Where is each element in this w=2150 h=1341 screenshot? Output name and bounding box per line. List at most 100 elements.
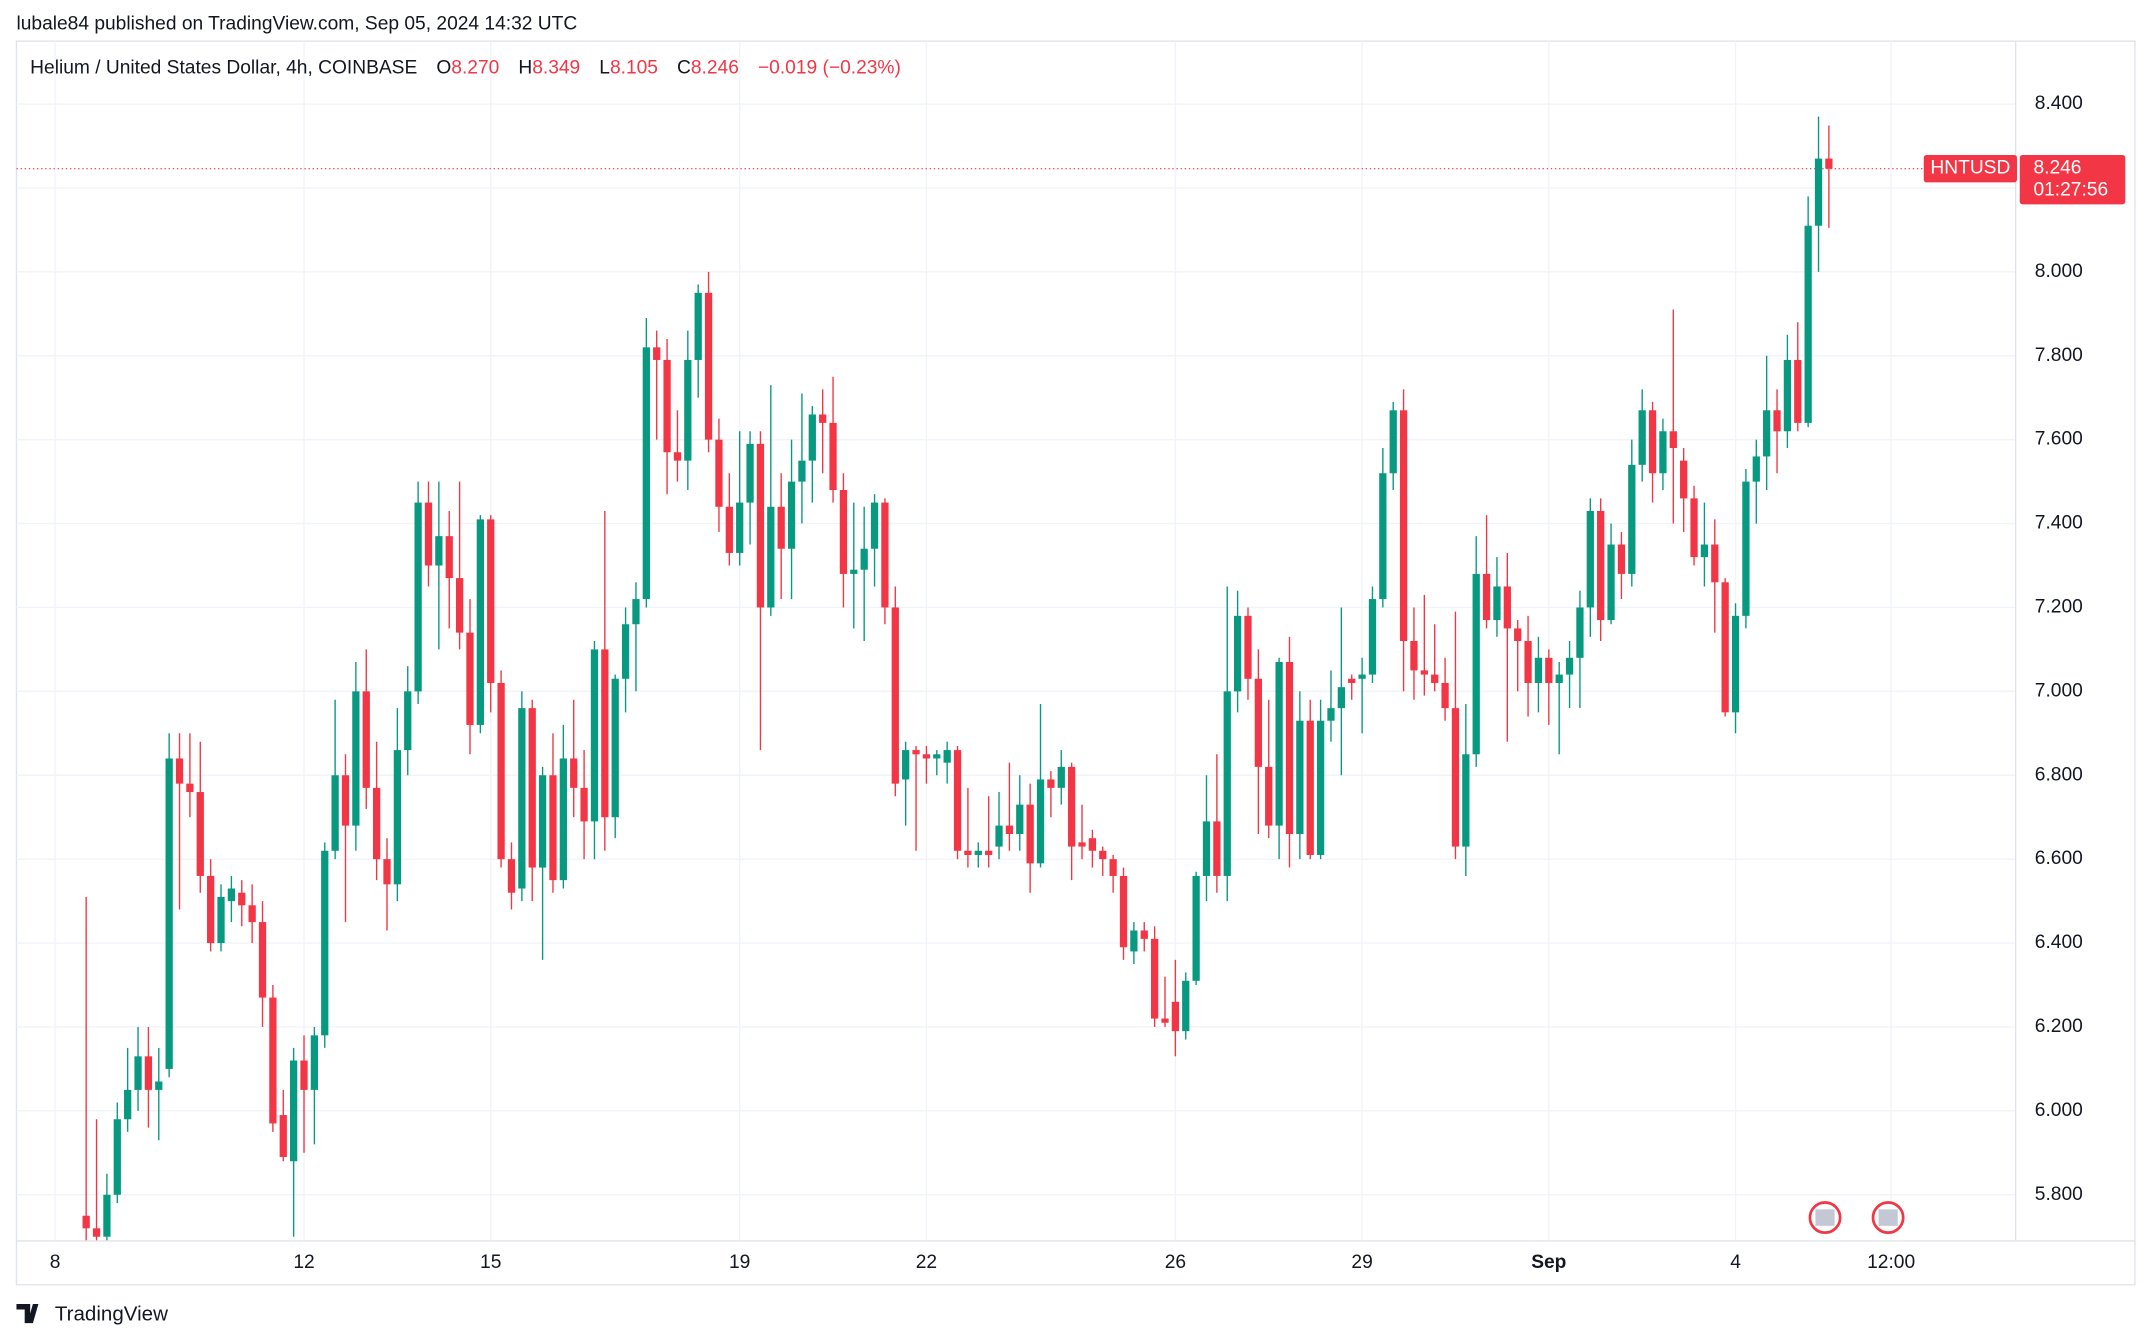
candle-body (1711, 544, 1719, 583)
low-label: L (599, 58, 610, 79)
ticker: HNTUSD (1930, 158, 2010, 179)
x-tick-label: 8 (50, 1252, 61, 1273)
candle-body (1431, 674, 1439, 683)
candle-body (445, 536, 453, 579)
candle-body (1109, 859, 1117, 876)
candle-body (1763, 410, 1771, 457)
candle-body (694, 292, 702, 360)
close-label: C (677, 58, 691, 79)
candle-body (819, 414, 827, 423)
candle-body (341, 775, 350, 826)
symbol: Helium / United States Dollar, 4h, COINB… (30, 58, 417, 79)
candle-body (1389, 410, 1397, 474)
candle-body (1410, 641, 1418, 671)
candle-body (1700, 544, 1709, 558)
candle-body (455, 578, 464, 633)
candle-body (642, 347, 650, 600)
candle-body (1233, 615, 1242, 692)
candle-body (1742, 481, 1750, 616)
candle-body (1524, 641, 1532, 683)
candle-body (870, 502, 879, 549)
candle-body (756, 443, 765, 608)
candle-body (995, 825, 1003, 847)
candle-body (1669, 431, 1677, 449)
y-tick-label: 7.800 (2035, 345, 2083, 366)
candle-body (1088, 838, 1097, 851)
price-tag: HNTUSD 8.246 01:27:56 (1923, 154, 2126, 205)
candle-body (248, 905, 256, 923)
candle-body (383, 859, 391, 885)
candle-body (404, 691, 412, 751)
candle-body (1068, 766, 1076, 847)
candle-body (1171, 1001, 1180, 1032)
candle-body (1099, 850, 1107, 860)
candle-body (528, 708, 536, 868)
y-tick-label: 7.000 (2035, 680, 2083, 701)
candle-body (1254, 678, 1262, 767)
candle-body (476, 519, 484, 725)
candle-body (1565, 657, 1574, 675)
candle-body (632, 599, 640, 625)
y-tick-label: 6.000 (2035, 1100, 2083, 1121)
last-price: 8.246 (2033, 158, 2081, 179)
candle-body (1285, 661, 1294, 834)
candle-body (362, 691, 370, 788)
candle-body (1399, 410, 1408, 642)
y-tick-label: 7.600 (2035, 429, 2083, 450)
logo-mark (16, 1303, 39, 1324)
candle-body (165, 758, 173, 1069)
y-tick-label: 6.600 (2035, 848, 2083, 869)
candle-body (1783, 359, 1792, 432)
candle-body (1379, 473, 1387, 600)
candle-body (1150, 938, 1159, 1019)
candle-body (715, 439, 723, 507)
x-tick-label: 15 (480, 1252, 501, 1273)
candle-body (580, 787, 588, 822)
candle-body (227, 888, 236, 902)
candle-body (549, 775, 557, 881)
candle-body (1462, 754, 1470, 847)
candle-body (1628, 464, 1636, 574)
candle-body (985, 850, 993, 855)
candle-body (1794, 359, 1802, 423)
brand-logo: TradingView (16, 1302, 168, 1325)
candle-body (269, 997, 277, 1124)
candle-body (466, 632, 474, 725)
candle-body (601, 649, 609, 818)
candle-body (538, 775, 547, 868)
x-tick-label: 12 (293, 1252, 314, 1273)
x-tick-label: Sep (1531, 1252, 1566, 1273)
candle-body (1731, 615, 1740, 713)
candle-body (1451, 708, 1460, 847)
candle-body (497, 682, 505, 860)
x-tick-label: 4 (1730, 1252, 1741, 1273)
candle-body (1223, 691, 1231, 876)
candle-body (746, 443, 754, 503)
candle-body (290, 1060, 298, 1162)
event-flags (1808, 1201, 1905, 1235)
x-tick-label: 22 (916, 1252, 937, 1273)
candle-body (673, 452, 682, 461)
candle-body (1213, 821, 1221, 876)
candle-body (1348, 678, 1356, 683)
y-tick-label: 6.400 (2035, 932, 2083, 953)
candle-body (207, 875, 215, 944)
candle-body (1358, 674, 1366, 679)
published-line: lubale84 published on TradingView.com, S… (16, 14, 577, 35)
y-tick-label: 7.400 (2035, 513, 2083, 534)
candle-body (1306, 720, 1314, 855)
candle-body (1337, 687, 1345, 709)
candle-body (1680, 460, 1688, 499)
candle-body (933, 754, 941, 759)
candle-body (621, 624, 630, 679)
candle-body (217, 896, 225, 944)
candle-body (393, 750, 402, 885)
candle-body (1752, 456, 1760, 482)
candle-body (839, 489, 848, 574)
candle-body (1555, 674, 1563, 683)
candle-body (559, 758, 567, 881)
candle-body (922, 754, 931, 759)
x-tick-label: 12:00 (1867, 1252, 1915, 1273)
candle-body (124, 1089, 132, 1120)
candle-body (507, 859, 516, 893)
